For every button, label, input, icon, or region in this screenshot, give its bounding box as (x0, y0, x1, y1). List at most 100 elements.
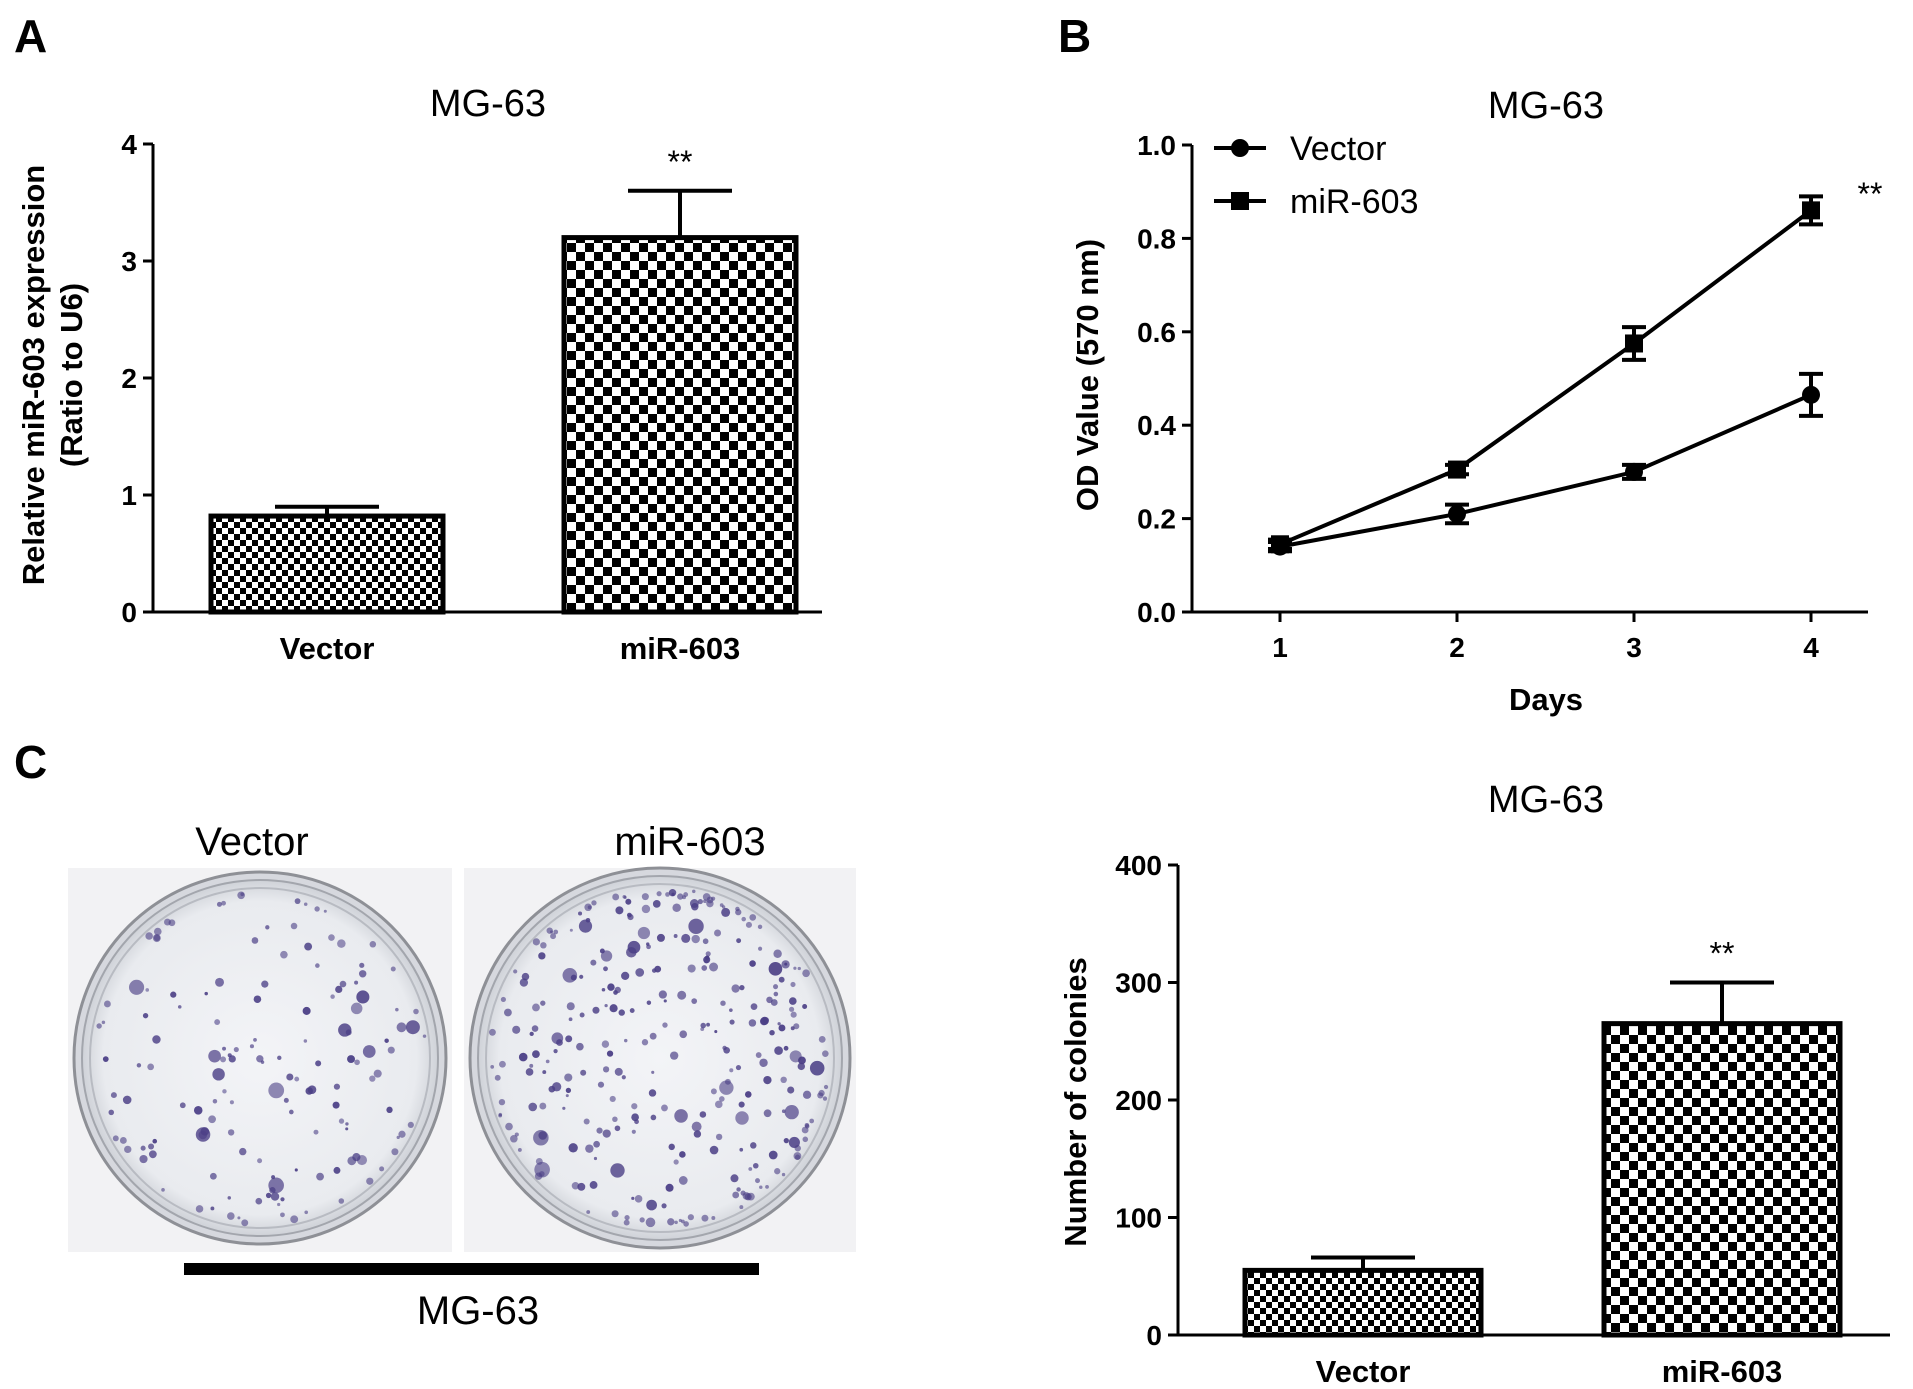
colony (257, 1158, 263, 1164)
colony (591, 900, 597, 906)
dish-edge (89, 887, 431, 1229)
colony (693, 1130, 702, 1138)
colony (629, 1008, 635, 1013)
colony (237, 1216, 241, 1220)
colony (145, 988, 150, 992)
colony (268, 1177, 284, 1194)
colony (504, 1008, 512, 1017)
colony (691, 998, 698, 1004)
colony (610, 1163, 625, 1178)
colony (648, 1089, 657, 1097)
colony (679, 1030, 688, 1039)
group-bar (184, 1263, 759, 1275)
colony (679, 1151, 686, 1158)
colony (590, 959, 597, 966)
colony (625, 898, 632, 905)
petri-dish-mir603 (468, 866, 852, 1250)
chart-c-bars: ** (1242, 936, 1843, 1338)
colony (768, 1150, 778, 1160)
chart-a-bars: ** (208, 144, 799, 615)
square-marker (1802, 201, 1820, 220)
colony (335, 985, 343, 994)
colony (303, 902, 308, 906)
colony (778, 976, 785, 983)
panel-label-c: C (14, 736, 47, 788)
colony (809, 1060, 825, 1076)
colony (624, 1214, 630, 1221)
colony (759, 1185, 763, 1189)
colony (773, 991, 779, 997)
colony (280, 1197, 285, 1202)
colony (790, 1011, 797, 1018)
colony (208, 1115, 216, 1124)
series-line (1279, 393, 1812, 549)
colony (645, 1217, 656, 1228)
colony (413, 1008, 419, 1015)
colony (641, 893, 649, 901)
colony (665, 1183, 674, 1192)
bar (1242, 1267, 1484, 1338)
colony (607, 983, 615, 991)
chart-c-ylabel: Number of colonies (1058, 957, 1093, 1246)
colony (513, 969, 518, 974)
colony (585, 1144, 594, 1153)
colony (221, 900, 226, 906)
colony (804, 1124, 810, 1129)
colony (634, 1195, 643, 1203)
colony (280, 1212, 285, 1218)
y-tick-label: 1.0 (1137, 130, 1176, 161)
colony (193, 1106, 203, 1115)
colony (500, 996, 506, 1003)
colony (736, 1187, 741, 1192)
chart-b-axes: 0.0 0.2 0.4 0.6 0.8 1.0 1 2 3 4 (1137, 130, 1868, 663)
colony (802, 1090, 812, 1099)
colony (270, 1192, 280, 1201)
colony (565, 1035, 573, 1043)
significance-marker: ** (668, 144, 693, 180)
colony (323, 909, 327, 913)
colony (603, 966, 608, 972)
colony (593, 1140, 600, 1148)
colony (601, 987, 606, 992)
colony (96, 1023, 102, 1029)
colony (719, 1080, 734, 1095)
colony (739, 1205, 744, 1210)
colony (338, 1023, 352, 1037)
colony (347, 1055, 356, 1064)
group-label: MG-63 (417, 1289, 539, 1333)
colony (759, 1058, 768, 1067)
colony (539, 1102, 547, 1110)
legend-label: miR-603 (1290, 183, 1418, 221)
petri-dish-vector (72, 870, 448, 1246)
colony (233, 1046, 239, 1053)
colony (387, 1046, 395, 1054)
colony (585, 917, 591, 923)
colony (661, 1104, 668, 1112)
dish-inner (477, 875, 843, 1241)
colony (789, 1050, 802, 1063)
colony (521, 972, 530, 981)
colony (593, 1156, 598, 1161)
chart-b-ylabel: OD Value (570 nm) (1070, 239, 1105, 511)
colony (600, 950, 613, 962)
colony (333, 1166, 341, 1174)
colony (614, 1067, 623, 1076)
significance-marker: ** (1710, 936, 1735, 972)
colony (571, 1181, 580, 1190)
colony (546, 927, 553, 934)
x-tick-label: 2 (1449, 632, 1465, 663)
colony (277, 1202, 281, 1207)
colony (345, 1127, 349, 1131)
category-label: miR-603 (620, 631, 741, 666)
colony (290, 922, 298, 930)
colony (510, 1134, 518, 1143)
colony (204, 991, 208, 996)
colony (631, 1113, 639, 1122)
colony (261, 980, 269, 988)
colony (550, 933, 557, 940)
colony (147, 1063, 155, 1071)
colony (637, 926, 651, 940)
colony (656, 933, 665, 942)
y-tick-label: 400 (1115, 850, 1162, 881)
dish-edge (485, 883, 835, 1233)
